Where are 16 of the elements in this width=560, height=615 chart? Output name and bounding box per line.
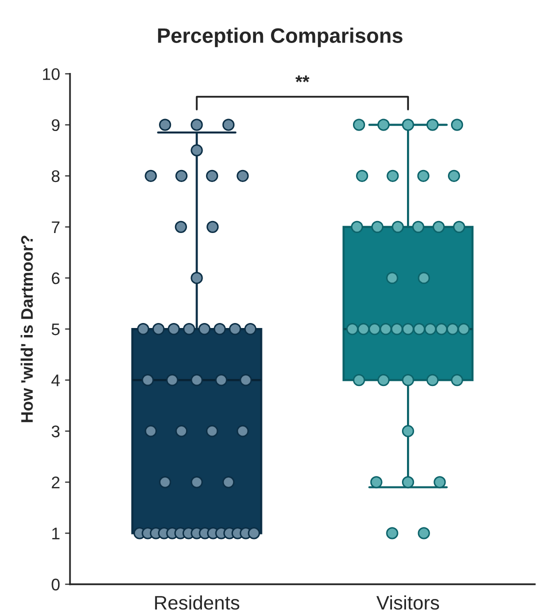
y-tick-label: 1 [52,528,60,540]
y-tick-label: 9 [52,119,60,132]
x-tick-label: Residents [155,595,240,610]
annotation: ** [295,76,310,82]
y-tick-label: 6 [52,272,60,284]
y-tick-label: 4 [51,374,60,386]
y-tick-label: 7 [52,222,60,233]
x-tick-label: Visitors [376,595,440,610]
chart-title: Perception Comparisons [158,28,402,48]
y-tick-label: 0 [52,578,60,590]
y-tick-label: 3 [52,426,60,438]
y-tick-label: 8 [52,170,60,182]
y-tick-label: 5 [52,324,60,336]
y-tick-label: 10 [43,68,60,80]
y-axis-title: How 'wild' is Dartmoor? [20,236,33,422]
y-tick-label: 2 [52,476,60,488]
